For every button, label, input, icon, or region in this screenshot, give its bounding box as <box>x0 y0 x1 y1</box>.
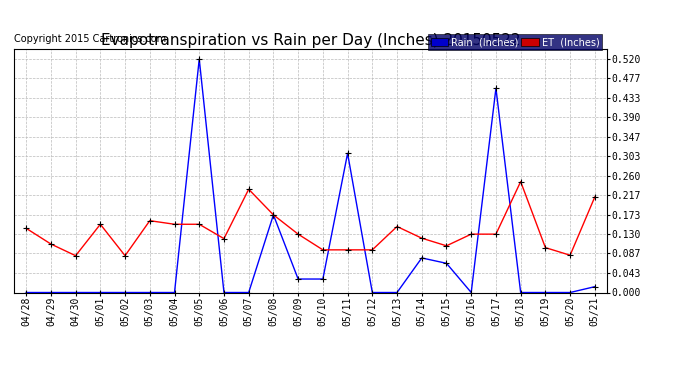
Title: Evapotranspiration vs Rain per Day (Inches) 20150522: Evapotranspiration vs Rain per Day (Inch… <box>101 33 520 48</box>
Text: Copyright 2015 Cartronics.com: Copyright 2015 Cartronics.com <box>14 34 166 44</box>
Legend: Rain  (Inches), ET  (Inches): Rain (Inches), ET (Inches) <box>428 34 602 50</box>
